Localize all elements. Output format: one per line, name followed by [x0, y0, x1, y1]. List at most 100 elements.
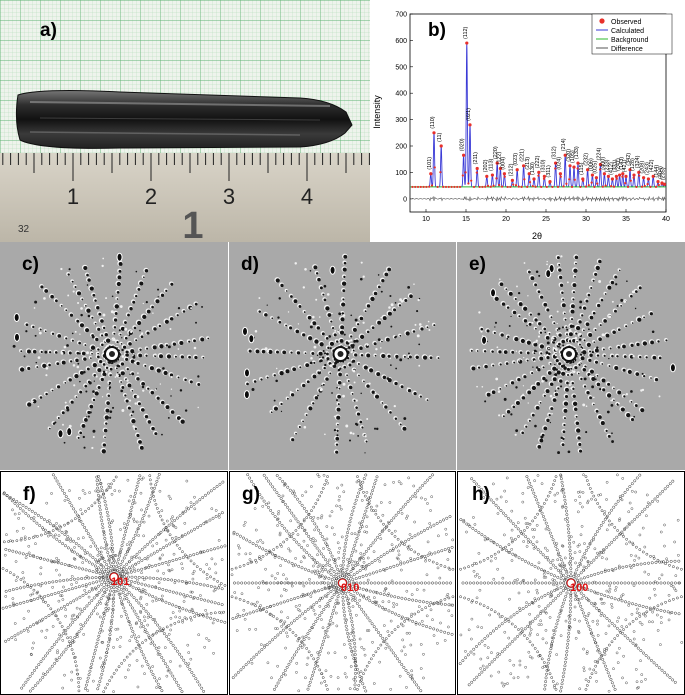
peak-label: (004): [500, 157, 506, 170]
observed-point: [593, 185, 596, 188]
observed-point: [512, 183, 515, 186]
observed-point: [604, 184, 607, 187]
observed-point: [598, 162, 602, 167]
peak-label: (421): [622, 159, 628, 172]
observed-point: [642, 176, 646, 180]
observed-point: [582, 179, 585, 182]
peak-label: (023): [513, 153, 519, 166]
legend-observed: Observed: [611, 19, 641, 26]
laue-pattern-c: [12, 252, 210, 454]
sim-panel-g: g) 010: [229, 471, 456, 695]
observed-point: [537, 170, 541, 174]
center-pole: [566, 578, 576, 588]
peak-label: (235): [660, 167, 666, 180]
observed-point: [444, 185, 448, 189]
observed-point: [579, 185, 582, 189]
observed-point: [559, 175, 562, 178]
y-tick-label: 300: [395, 117, 407, 124]
peak-label: (113): [488, 158, 494, 171]
center-index-g: 010: [341, 582, 360, 594]
observed-point: [610, 177, 614, 181]
panel-label-g: g): [242, 484, 260, 505]
peak-label: (214): [561, 138, 567, 151]
laue-panel-d: d): [229, 242, 456, 470]
observed-point: [425, 185, 428, 189]
x-axis-label: 2θ: [532, 231, 542, 241]
observed-point: [467, 182, 470, 185]
laue-panel-c: c): [0, 242, 228, 470]
y-axis-label: Intensity: [372, 95, 382, 129]
peak-label: (128): [630, 158, 636, 171]
x-tick-label: 15: [462, 216, 470, 223]
peak-label: (310): [540, 159, 546, 172]
ruler-big-digit: 1: [182, 205, 203, 242]
peak-label: (404): [658, 166, 664, 179]
ruler-number-4: 4: [301, 184, 313, 209]
observed-point: [447, 185, 450, 189]
laue-panel-e: e): [457, 242, 685, 470]
observed-point: [657, 183, 660, 187]
panel-label-d: d): [241, 254, 259, 275]
observed-point: [565, 182, 568, 185]
x-tick-label: 10: [422, 216, 430, 223]
observed-point: [551, 185, 554, 189]
observed-point: [498, 166, 502, 171]
observed-point: [468, 123, 472, 127]
peak-label: (342): [626, 153, 632, 166]
observed-point: [568, 178, 571, 181]
observed-point: [576, 161, 580, 165]
observed-point: [531, 185, 534, 188]
observed-point: [542, 177, 546, 180]
observed-point: [558, 172, 562, 176]
peak-label: (211): [473, 152, 479, 165]
observed-point: [542, 174, 546, 178]
observed-point: [602, 172, 606, 176]
observed-point: [432, 131, 436, 135]
peak-label: (324): [635, 155, 641, 168]
observed-point: [502, 172, 506, 176]
y-tick-label: 400: [395, 91, 407, 98]
observed-point: [495, 161, 499, 165]
observed-point: [465, 41, 469, 45]
peak-label: (130): [530, 162, 536, 175]
observed-point: [576, 167, 579, 170]
observed-point: [506, 185, 509, 189]
x-tick-label: 40: [662, 216, 670, 223]
peak-label: (422): [649, 159, 655, 172]
legend-background: Background: [611, 37, 648, 44]
observed-point: [442, 185, 445, 188]
observed-point: [523, 178, 526, 181]
observed-point: [649, 185, 652, 189]
center-index-h: 100: [570, 582, 589, 594]
ruler-number-1: 1: [67, 184, 79, 209]
peak-label: (020): [460, 138, 466, 151]
peak-label: (233): [604, 159, 610, 172]
peak-label: (115): [579, 162, 585, 175]
center-pole: [338, 578, 347, 588]
peak-label: (400): [600, 157, 606, 170]
observed-point: [481, 185, 484, 189]
ruler: [0, 153, 370, 242]
observed-point: [484, 185, 487, 188]
y-tick-label: 700: [395, 12, 407, 19]
observed-point: [411, 185, 414, 189]
observed-point: [554, 161, 558, 165]
observed-point: [537, 174, 540, 177]
observed-point: [629, 179, 632, 182]
observed-point: [594, 176, 598, 180]
observed-point: [485, 174, 489, 178]
observed-point: [621, 172, 625, 176]
peak-label: (212): [508, 163, 514, 176]
peak-label: (021): [466, 108, 472, 121]
observed-point: [624, 174, 628, 178]
observed-point: [545, 185, 548, 189]
observed-point: [607, 175, 610, 178]
observed-point: [590, 181, 593, 184]
panel-label-c: c): [22, 254, 39, 275]
legend-difference: Difference: [611, 46, 643, 53]
observed-point: [478, 185, 481, 189]
observed-point: [439, 171, 442, 174]
peak-label: (208): [640, 161, 646, 174]
sim-pattern-f: [1, 472, 227, 694]
observed-point: [540, 185, 543, 189]
